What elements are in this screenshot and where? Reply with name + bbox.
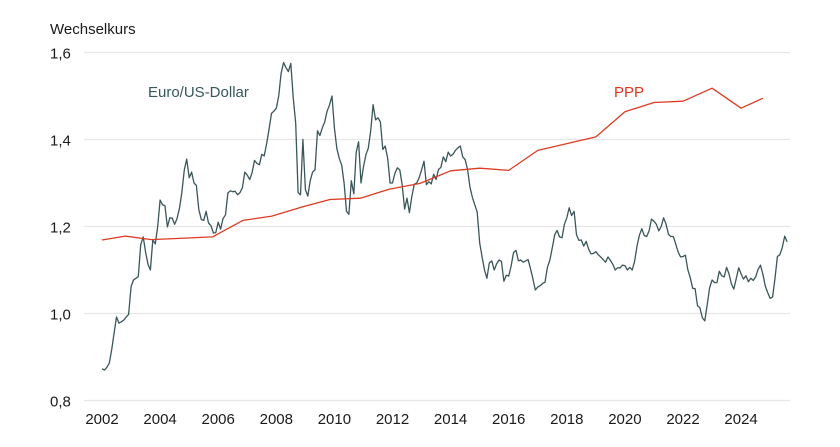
x-tick-label: 2012 [376,411,409,428]
line-euro-usd [101,61,788,371]
series-label-ppp: PPP [614,84,644,101]
y-tick-label: 1,4 [50,133,71,150]
y-tick-label: 0,8 [50,394,71,411]
series-label-euro-usd: Euro/US-Dollar [148,84,249,101]
x-tick-label: 2002 [85,411,118,428]
y-tick-label: 1,0 [50,307,71,324]
y-axis-title: Wechselkurs [50,21,136,38]
x-tick-label: 2024 [724,411,757,428]
x-tick-label: 2014 [434,411,467,428]
line-ppp [101,87,764,241]
gridlines [84,51,790,402]
series-lines [101,61,788,371]
x-tick-label: 2020 [608,411,641,428]
x-tick-label: 2018 [550,411,583,428]
x-tick-label: 2008 [260,411,293,428]
x-tick-label: 2016 [492,411,525,428]
x-tick-labels: 2002 2004 2006 2008 2010 2012 2014 2016 2018 2020… [85,411,757,428]
y-tick-label: 1,2 [50,220,71,237]
x-tick-label: 2022 [666,411,699,428]
x-tick-label: 2006 [202,411,235,428]
x-tick-label: 2004 [143,411,176,428]
y-tick-labels: 0,8 1,0 1,2 1,4 1,6 [50,46,71,411]
x-tick-label: 2010 [318,411,351,428]
y-tick-label: 1,6 [50,46,71,63]
